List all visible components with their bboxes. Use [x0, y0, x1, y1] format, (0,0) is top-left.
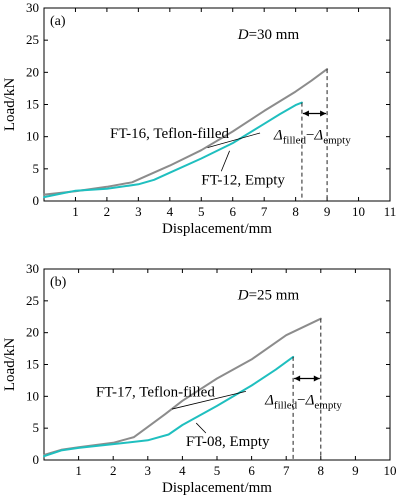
chart-b-ytick-label: 20 [26, 325, 39, 340]
chart-a-xtick-label: 8 [292, 204, 299, 219]
chart-a: 0 5 10 15 20 25 30 1 2 3 4 5 6 7 8 9 10 11 Displacement/mm… [2, 0, 396, 237]
chart-a-ytick-label: 20 [26, 64, 39, 79]
chart-a-ytick-label: 15 [26, 97, 39, 112]
chart-b-param-label: D=25 mm [237, 288, 300, 304]
chart-b-series-line-empty [43, 355, 295, 458]
chart-a-series-label-filled: FT-16, Teflon-filled [110, 126, 229, 142]
chart-b-series-label-empty: FT-08, Empty [186, 434, 270, 450]
chart-b-plot-frame [43, 268, 391, 461]
chart-a-delta-annotation: Δfilled−Δempty [273, 128, 351, 147]
chart-b-xtick-label: 6 [248, 463, 255, 478]
chart-b-ytick-label: 25 [26, 293, 39, 308]
chart-b-ytick-label: 30 [26, 261, 39, 276]
chart-a-xtick-label: 5 [198, 204, 205, 219]
chart-b-series-leader-filled [171, 390, 246, 410]
chart-a-series-line-filled [43, 68, 329, 196]
chart-b-xtick-label: 4 [179, 463, 186, 478]
chart-a-ytick-label: 25 [26, 32, 39, 47]
chart-a-delta-arrowhead-right [320, 110, 327, 117]
chart-b-xtick-label: 10 [384, 463, 397, 478]
chart-a-param-label: D=30 mm [237, 27, 300, 43]
chart-b: 0 5 10 15 20 25 30 1 2 3 4 5 6 7 8 9 10 Displacement/mm Lo… [2, 261, 397, 496]
chart-a-xtick-label: 2 [104, 204, 111, 219]
chart-a-series-leader-empty [220, 150, 230, 172]
chart-b-delta-arrowhead-left [294, 375, 301, 382]
chart-b-xtick-label: 3 [145, 463, 152, 478]
chart-a-ytick-label: 0 [33, 193, 40, 208]
chart-a-xtick-label: 6 [229, 204, 236, 219]
chart-b-ytick-label: 15 [26, 357, 39, 372]
chart-a-delta-arrowhead-left [302, 110, 309, 117]
chart-b-xtick-label: 1 [75, 463, 82, 478]
chart-b-ytick-label: 5 [33, 420, 40, 435]
chart-a-ytick-label: 30 [26, 0, 39, 15]
chart-a-xtick-label: 11 [384, 204, 397, 219]
chart-a-ylabel: Load/kN [2, 78, 18, 131]
chart-a-xtick-label: 4 [167, 204, 174, 219]
chart-a-ytick-label: 10 [26, 129, 39, 144]
chart-b-xtick-label: 7 [283, 463, 290, 478]
chart-a-xtick-label: 1 [72, 204, 79, 219]
chart-a-xtick-label: 9 [324, 204, 331, 219]
chart-b-ylabel: Load/kN [2, 338, 18, 391]
chart-b-xlabel: Displacement/mm [162, 480, 272, 496]
chart-b-xtick-label: 9 [352, 463, 359, 478]
chart-a-series-leader-filled [207, 132, 261, 148]
chart-b-series-leader-empty [195, 422, 207, 434]
chart-b-delta-arrowhead-right [313, 375, 320, 382]
chart-b-xtick-label: 5 [214, 463, 221, 478]
chart-a-xlabel: Displacement/mm [162, 221, 272, 237]
chart-a-panel-tag: (a) [50, 14, 66, 29]
chart-b-xtick-label: 8 [318, 463, 325, 478]
chart-a-ytick-label: 5 [33, 161, 40, 176]
chart-b-series-label-filled: FT-17, Teflon-filled [96, 384, 215, 400]
chart-b-delta-annotation: Δfilled−Δempty [264, 393, 342, 412]
chart-b-panel-tag: (b) [50, 275, 67, 290]
chart-b-ytick-label: 10 [26, 388, 39, 403]
chart-b-ytick-label: 0 [33, 452, 40, 467]
chart-a-xtick-label: 10 [352, 204, 365, 219]
chart-a-series-label-empty: FT-12, Empty [201, 172, 285, 188]
chart-a-xtick-label: 3 [135, 204, 142, 219]
chart-a-xtick-label: 7 [261, 204, 268, 219]
chart-b-xtick-label: 2 [110, 463, 117, 478]
chart-a-series-line-empty [43, 101, 303, 199]
